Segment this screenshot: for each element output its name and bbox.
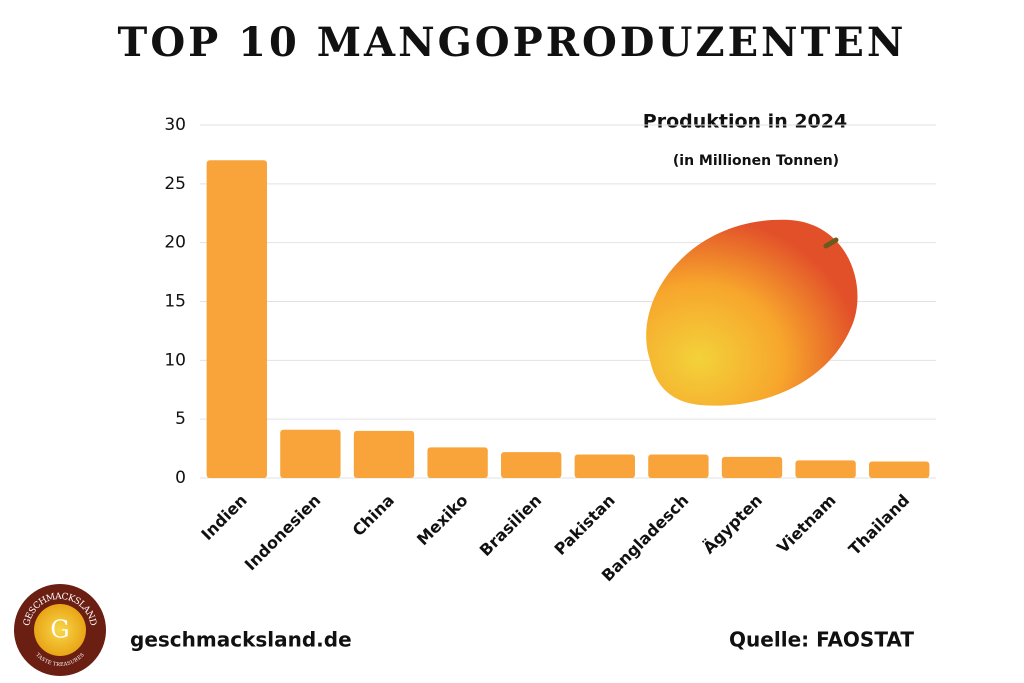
bar: [427, 447, 488, 478]
x-tick-label: Thailand: [845, 491, 913, 559]
mango-illustration: [646, 219, 858, 406]
x-tick-label: Ägypten: [699, 491, 766, 558]
bar: [501, 452, 562, 478]
bar: [574, 454, 635, 478]
bar: [795, 460, 856, 478]
x-tick-label: Vietnam: [773, 491, 839, 557]
bar: [721, 456, 783, 478]
source: Quelle: FAOSTAT: [729, 628, 914, 652]
logo: G GESCHMACKSLAND TASTE TREASURES: [14, 584, 106, 676]
y-tick-label: 0: [175, 468, 186, 488]
y-tick-label: 5: [175, 409, 186, 429]
bar: [869, 461, 930, 478]
y-tick-label: 10: [164, 350, 186, 370]
x-tick-label: Mexiko: [413, 491, 472, 550]
x-tick-label: Indonesien: [241, 491, 325, 575]
x-tick-label: Pakistan: [551, 491, 619, 559]
y-tick-label: 20: [164, 233, 186, 253]
logo-letter: G: [50, 616, 69, 644]
unit-note: (in Millionen Tonnen): [673, 153, 839, 169]
bar: [648, 454, 709, 478]
bar: [206, 160, 267, 479]
chart-subtitle: Produktion in 2024: [643, 111, 847, 133]
y-tick-label: 15: [164, 292, 186, 312]
bar: [353, 430, 415, 478]
chart-title: TOP 10 MANGOPRODUZENTEN: [118, 19, 907, 66]
y-tick-label: 25: [164, 174, 186, 194]
bar: [280, 429, 341, 478]
x-tick-label: Indien: [197, 491, 250, 544]
x-tick-label: Brasilien: [476, 491, 545, 560]
website: geschmacksland.de: [130, 628, 352, 652]
x-tick-label: China: [349, 491, 398, 540]
y-tick-label: 30: [164, 115, 186, 135]
